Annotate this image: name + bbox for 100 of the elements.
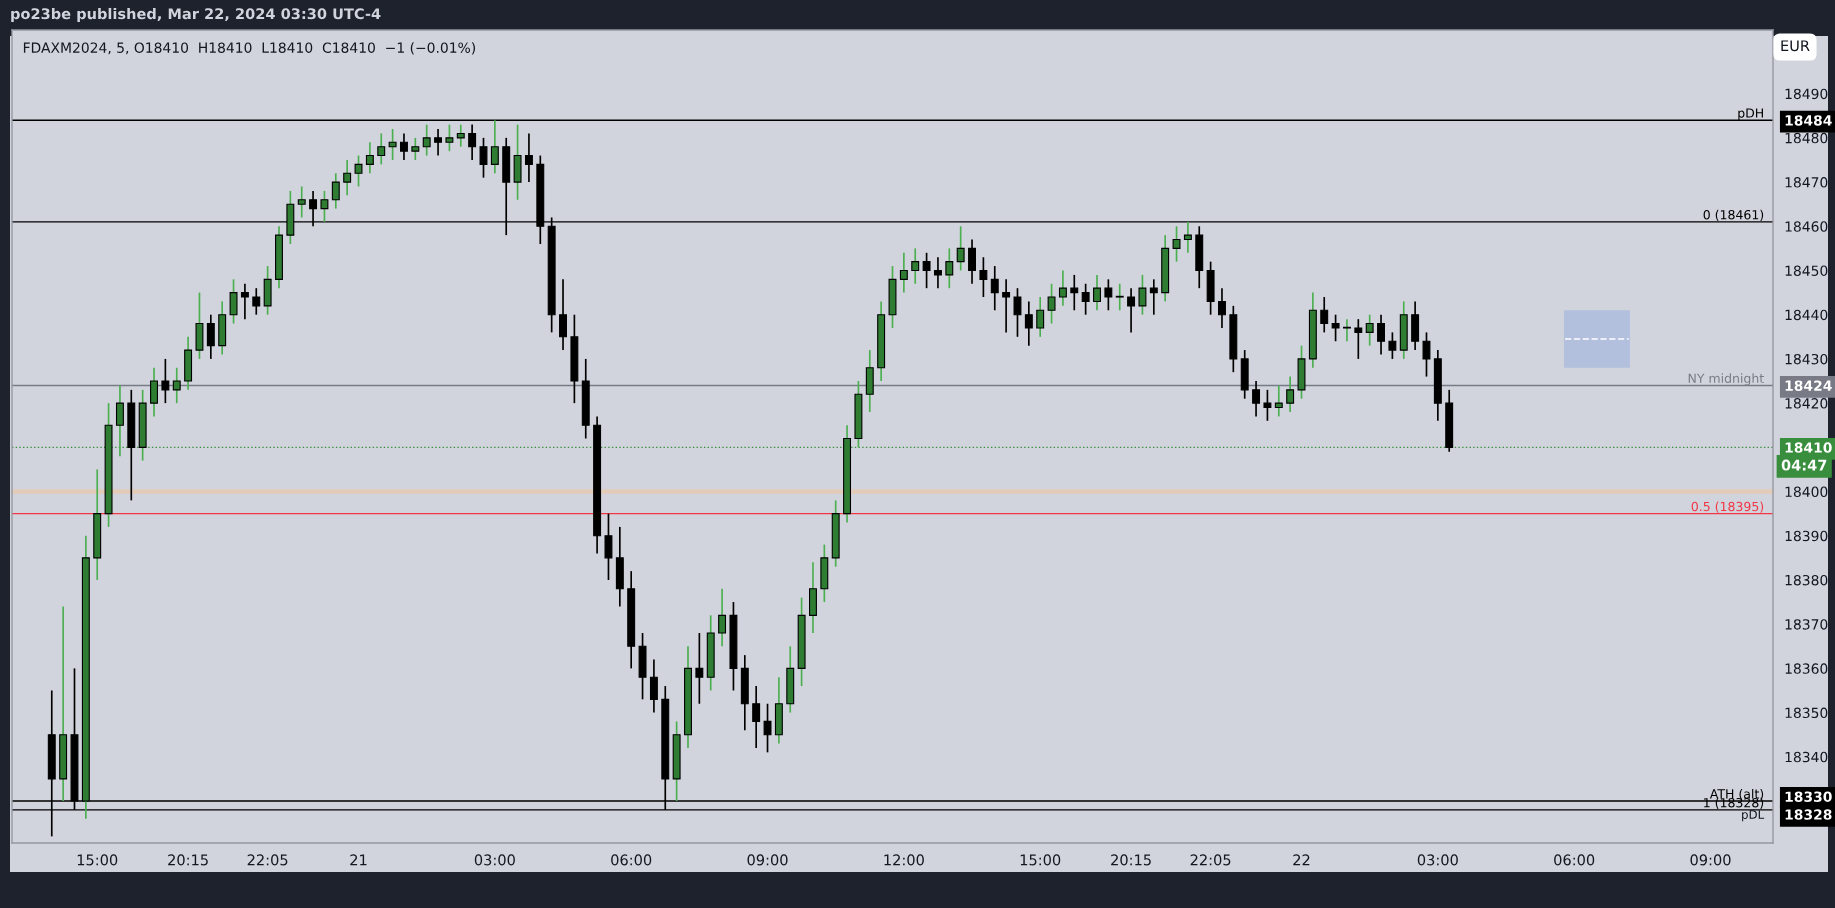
ref-line-label: 0 (18461)	[1703, 209, 1764, 221]
candlestick	[1149, 278, 1158, 316]
y-tick-label: 18424	[1785, 380, 1832, 391]
y-tick-label: 18420	[1785, 398, 1828, 409]
ref-line-label: pDH	[1738, 108, 1763, 121]
candlestick	[377, 132, 386, 166]
candlestick	[524, 132, 533, 183]
candlestick	[150, 366, 158, 418]
x-tick-label: 22:05	[247, 854, 288, 866]
x-tick-label: 09:00	[1690, 854, 1731, 866]
y-tick-label: 18400	[1785, 486, 1828, 498]
x-tick-label: 20:15	[168, 854, 208, 866]
candlestick	[479, 137, 488, 179]
candlestick	[161, 358, 170, 404]
candlestick	[968, 238, 976, 285]
candlestick	[297, 185, 306, 219]
y-tick-label: 18370	[1785, 619, 1828, 630]
chart-title: po23be published, Mar 22, 2024 03:30 UTC-4	[11, 7, 381, 23]
y-tick-label: 18440	[1785, 309, 1828, 321]
candlestick	[956, 225, 965, 272]
y-tick-label: 18480	[1785, 132, 1828, 144]
candlestick	[1331, 313, 1340, 343]
candlestick	[1070, 274, 1079, 312]
candlestick	[899, 251, 908, 294]
candlestick	[752, 685, 761, 749]
y-tick-label: 18340	[1785, 751, 1828, 763]
candlestick	[1365, 313, 1374, 347]
y-tick-label: 18328	[1785, 809, 1832, 820]
y-tick-label: 18390	[1785, 530, 1828, 542]
candlestick	[1036, 296, 1045, 338]
x-tick-label: 03:00	[1417, 854, 1458, 866]
x-tick-label: 06:00	[611, 854, 652, 866]
y-tick-label: 18330	[1785, 791, 1832, 802]
candlestick	[1081, 282, 1090, 316]
text: FDAXM2024, 5, O18410 H18410 L18410 C18410 −1 (−0.01%)	[23, 42, 475, 55]
candlestick	[422, 123, 431, 157]
candlestick	[1013, 287, 1022, 338]
candlestick	[1024, 300, 1033, 347]
y-tick-label: 18490	[1785, 88, 1828, 100]
candlestick	[456, 123, 465, 148]
x-tick-label: 12:00	[884, 854, 924, 866]
x-tick-label: 21	[350, 854, 367, 866]
candlestick	[1377, 313, 1385, 356]
candlestick	[354, 154, 363, 188]
candlestick	[229, 278, 238, 325]
candlestick	[933, 256, 942, 290]
x-tick-label: 15:00	[1020, 854, 1061, 866]
x-tick-label: 06:00	[1554, 854, 1595, 866]
candlestick	[1342, 318, 1351, 343]
candlestick	[1104, 278, 1113, 312]
x-tick-label: 15:00	[77, 854, 118, 866]
candlestick	[1354, 318, 1363, 360]
candlestick	[411, 137, 420, 161]
candlestick	[206, 313, 215, 360]
candlestick	[763, 702, 772, 754]
candlestick	[945, 247, 954, 290]
y-tick-label: 18350	[1785, 707, 1828, 719]
candlestick	[1115, 282, 1124, 312]
candlestick	[445, 123, 454, 152]
candlestick	[1422, 331, 1431, 378]
candlestick	[1274, 384, 1283, 418]
candlestick	[559, 278, 567, 351]
y-tick-label: 18470	[1785, 177, 1828, 188]
candlestick	[365, 141, 374, 175]
candlestick	[604, 512, 613, 581]
candlestick	[240, 282, 249, 320]
candlestick	[1127, 287, 1136, 334]
candlestick	[1058, 269, 1067, 307]
candlestick	[1172, 225, 1181, 263]
candlestick	[1138, 274, 1147, 316]
y-tick-label: 18450	[1785, 265, 1828, 276]
candlestick	[911, 247, 920, 285]
candlestick	[400, 132, 408, 161]
candlestick	[434, 128, 443, 157]
y-tick-label: 18410	[1785, 442, 1832, 453]
candlestick	[388, 128, 397, 161]
candlestick	[1263, 389, 1272, 422]
candlestick	[979, 256, 988, 298]
text: 04:47	[1781, 459, 1827, 471]
y-tick-label: 18460	[1785, 221, 1828, 232]
candlestick	[649, 658, 658, 714]
candlestick	[1320, 296, 1329, 334]
candlestick	[718, 587, 727, 648]
candlestick	[1218, 287, 1226, 329]
candlestick	[343, 159, 352, 197]
x-tick-label: 09:00	[747, 854, 788, 866]
annotation: pDL	[1742, 810, 1765, 822]
candlestick	[1388, 331, 1397, 360]
y-tick-label: 18484	[1785, 115, 1832, 126]
x-tick-label: 22	[1293, 854, 1310, 866]
candlestick	[1047, 282, 1056, 325]
candlestick	[1286, 375, 1295, 413]
x-tick-label: 22:05	[1190, 854, 1231, 866]
candlestick	[695, 632, 704, 705]
candlestick	[331, 172, 340, 210]
candlestick	[990, 265, 999, 312]
text: EUR	[1781, 40, 1810, 52]
candlestick	[252, 287, 261, 316]
x-tick-label: 03:00	[474, 854, 515, 866]
candlestick	[922, 251, 931, 290]
